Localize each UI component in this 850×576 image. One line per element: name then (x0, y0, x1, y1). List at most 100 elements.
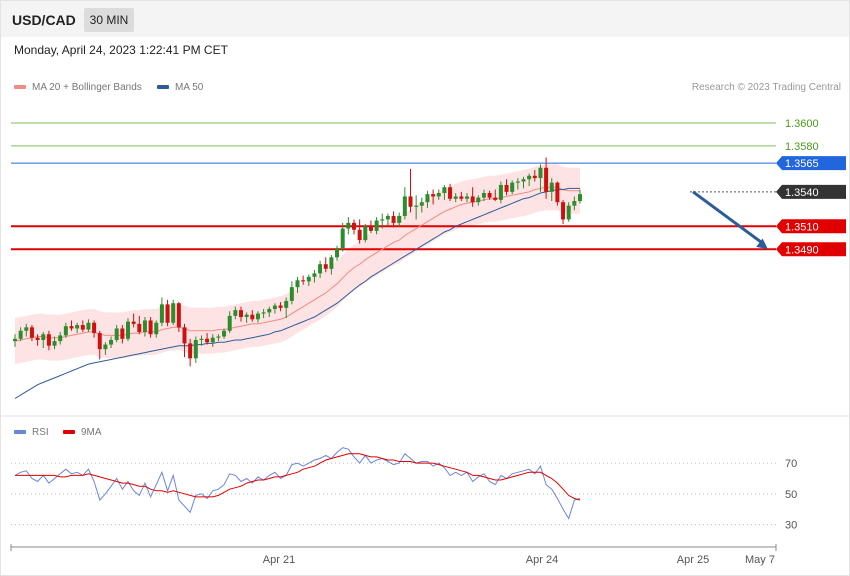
candle-body (255, 313, 260, 320)
candle-2 (24, 323, 29, 337)
ma20-swatch (14, 85, 26, 90)
rsi-tick-70: 70 (785, 458, 797, 470)
candle-69 (402, 187, 407, 220)
candle-36 (216, 334, 221, 342)
candle-25 (154, 320, 159, 338)
candle-body (250, 314, 255, 320)
candle-58 (340, 222, 345, 252)
candle-1 (18, 327, 23, 342)
candle-body (470, 196, 475, 203)
candle-body (572, 201, 577, 206)
candle-body (182, 327, 187, 344)
datetime-label: Monday, April 24, 2023 1:22:41 PM CET (14, 43, 228, 57)
candle-43 (255, 311, 260, 323)
candle-96 (555, 181, 560, 206)
candle-body (465, 196, 469, 199)
candle-66 (385, 213, 390, 227)
candle-body (18, 330, 23, 339)
candle-body (498, 184, 503, 200)
candle-59 (346, 217, 351, 235)
candle-23 (142, 317, 147, 337)
candle-74 (431, 189, 436, 205)
candle-body (41, 334, 46, 340)
candle-78 (453, 193, 458, 203)
ma20-line (14, 186, 580, 342)
candle-body (239, 310, 243, 317)
candle-44 (261, 308, 266, 319)
forecast-arrow-head (756, 238, 768, 250)
candle-body (80, 325, 85, 330)
x-tick-Apr-21: Apr 21 (263, 554, 295, 566)
candle-body (131, 321, 136, 324)
candle-16 (103, 342, 108, 355)
candle-body (176, 303, 181, 328)
candle-81 (470, 187, 475, 207)
level-tag-1.3540 (776, 184, 846, 199)
candle-body (244, 314, 249, 317)
candle-body (380, 219, 385, 221)
candle-0 (13, 334, 17, 347)
candle-body (368, 226, 373, 231)
candle-37 (222, 328, 227, 339)
candle-17 (109, 336, 114, 348)
candle-body (222, 330, 227, 337)
candle-27 (165, 299, 170, 327)
candle-body (481, 193, 486, 198)
candle-22 (137, 315, 142, 335)
candle-body (154, 322, 159, 335)
candle-31 (188, 338, 193, 367)
candle-body (188, 343, 193, 359)
candle-body (561, 202, 566, 220)
level-label-1.3540: 1.3540 (785, 187, 819, 199)
candle-body (69, 326, 74, 329)
candle-body (58, 335, 63, 342)
level-tag-1.3510 (776, 219, 846, 234)
candle-body (385, 215, 390, 220)
candle-body (374, 220, 379, 231)
candle-57 (335, 245, 340, 261)
candle-body (425, 194, 430, 203)
candle-46 (272, 303, 277, 314)
candle-42 (250, 310, 255, 322)
candle-9 (63, 322, 68, 338)
level-label-1.3565: 1.3565 (785, 158, 819, 170)
candle-62 (363, 224, 368, 243)
timeframe-badge[interactable]: 30 MIN (84, 8, 134, 32)
candle-body (289, 287, 294, 301)
candle-100 (578, 189, 582, 204)
candle-body (504, 184, 509, 192)
candle-body (137, 323, 142, 332)
candle-body (306, 276, 311, 282)
rsi-line (14, 447, 581, 520)
candle-body (199, 338, 204, 340)
candle-86 (498, 181, 503, 204)
candle-body (408, 196, 413, 207)
candle-71 (414, 195, 419, 220)
candle-65 (380, 213, 385, 229)
candle-20 (126, 318, 130, 342)
candle-49 (289, 281, 294, 305)
candle-body (515, 181, 520, 183)
candle-85 (493, 189, 498, 202)
candle-11 (75, 322, 80, 334)
candle-41 (244, 312, 249, 323)
legend-rsi-label: RSI (32, 427, 49, 438)
candle-80 (465, 193, 469, 203)
candle-89 (515, 178, 520, 190)
candle-body (24, 327, 29, 331)
candle-73 (425, 190, 430, 208)
candle-body (363, 226, 368, 241)
legend-9ma-label: 9MA (81, 427, 102, 438)
candle-76 (442, 184, 447, 200)
candle-18 (114, 325, 119, 343)
candle-body (261, 312, 266, 314)
candle-64 (374, 217, 379, 235)
candle-body (527, 175, 532, 180)
candle-body (159, 304, 164, 323)
candle-body (216, 336, 221, 338)
candle-body (544, 167, 549, 192)
candle-95 (549, 178, 554, 202)
candle-38 (227, 311, 232, 334)
candle-body (278, 305, 283, 308)
